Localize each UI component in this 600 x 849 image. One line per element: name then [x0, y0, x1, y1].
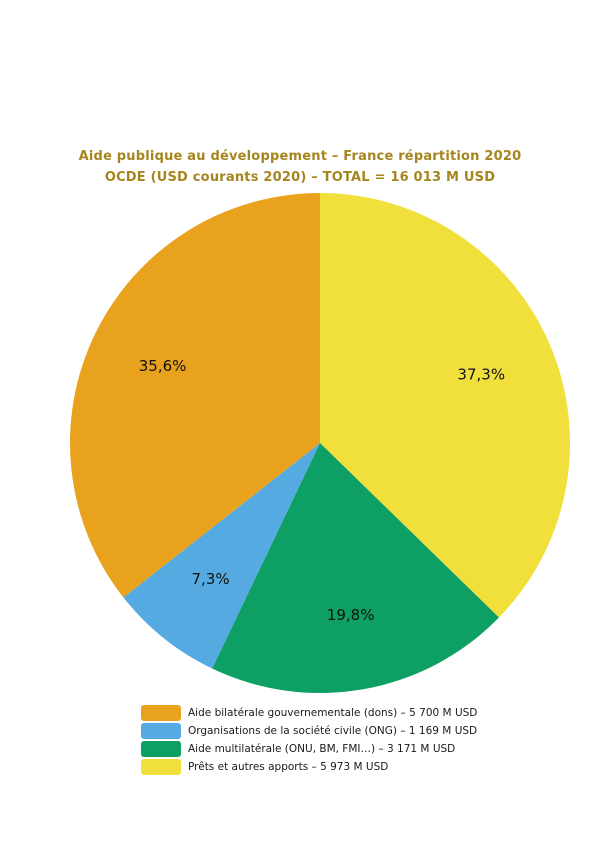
legend-item-1: Organisations de la société civile (ONG)… — [141, 723, 477, 739]
slice-percent-label-1: 7,3% — [192, 570, 230, 588]
pie-slice-1 — [123, 443, 321, 669]
legend-label-2: Aide multilatérale (ONU, BM, FMI…) – 3 1… — [188, 743, 456, 755]
pie-slice-0 — [70, 193, 320, 598]
legend-label-0: Aide bilatérale gouvernementale (dons) –… — [188, 707, 478, 719]
legend-label-3: Prêts et autres apports – 5 973 M USD — [188, 761, 389, 773]
legend: Aide bilatérale gouvernementale (dons) –… — [141, 705, 477, 775]
legend-swatch-2 — [141, 741, 181, 757]
slice-percent-label-3: 37,3% — [457, 366, 505, 384]
pie-slice-2 — [212, 443, 499, 694]
legend-item-3: Prêts et autres apports – 5 973 M USD — [141, 759, 477, 775]
chart-title: Aide publique au développement – France … — [78, 149, 522, 164]
legend-swatch-3 — [141, 759, 181, 775]
legend-item-2: Aide multilatérale (ONU, BM, FMI…) – 3 1… — [141, 741, 477, 757]
legend-label-1: Organisations de la société civile (ONG)… — [188, 725, 478, 737]
legend-item-0: Aide bilatérale gouvernementale (dons) –… — [141, 705, 477, 721]
pie-slice-3 — [320, 193, 571, 618]
slice-percent-label-0: 35,6% — [139, 357, 187, 375]
chart-subtitle: OCDE (USD courants 2020) – TOTAL = 16 01… — [104, 170, 496, 185]
legend-swatch-0 — [141, 705, 181, 721]
slice-percent-label-2: 19,8% — [327, 606, 375, 624]
legend-swatch-1 — [141, 723, 181, 739]
